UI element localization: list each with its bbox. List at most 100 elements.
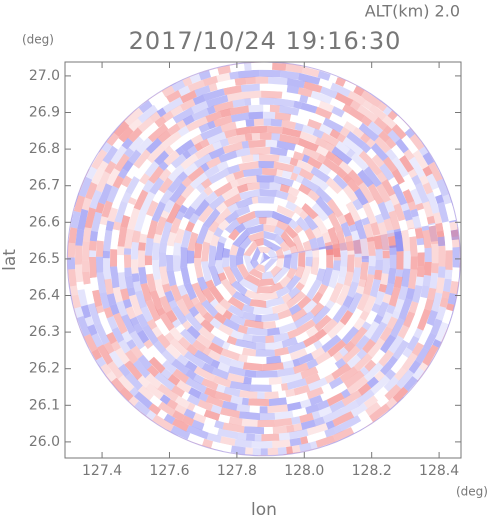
radar-cell [151, 201, 166, 223]
radar-cell [431, 263, 439, 274]
radar-cell [171, 418, 190, 432]
radar-cell [245, 119, 255, 127]
radar-cell [159, 252, 167, 267]
radar-cell [301, 202, 319, 220]
radar-cell [355, 389, 375, 407]
radar-cell [197, 399, 213, 412]
radar-cell [159, 394, 171, 405]
radar-cell [170, 153, 187, 169]
radar-cell [444, 237, 453, 251]
radar-cell [214, 241, 225, 261]
radar-cell [251, 132, 260, 141]
radar-cell [182, 149, 192, 160]
radar-cell [170, 425, 191, 440]
radar-cell [289, 157, 299, 167]
radar-cell [313, 340, 323, 350]
radar-cell [85, 182, 98, 200]
radar-cell [424, 261, 432, 276]
radar-cell [301, 154, 310, 163]
radar-field [66, 62, 461, 457]
radar-cell [353, 353, 373, 372]
radar-cell [145, 137, 163, 154]
radar-cell [226, 164, 241, 175]
radar-cell [403, 376, 418, 392]
radar-cell [244, 133, 253, 141]
radar-cell [373, 314, 384, 325]
radar-cell [298, 72, 321, 85]
radar-cell [206, 131, 227, 145]
radar-cell [342, 173, 353, 184]
radar-cell [91, 166, 105, 185]
radar-cell [272, 302, 290, 315]
radar-cell [220, 121, 237, 133]
radar-cell [326, 302, 342, 320]
radar-cell [112, 138, 124, 150]
radar-cell [250, 246, 261, 263]
radar-cell [358, 122, 380, 142]
radar-cell [186, 343, 199, 356]
radar-cell [81, 260, 90, 273]
radar-cell [140, 214, 153, 235]
radar-cell [205, 395, 224, 408]
radar-cell [358, 279, 367, 288]
radar-cell [331, 363, 352, 380]
radar-cell [264, 427, 274, 435]
radar-cell [369, 199, 382, 216]
radar-cell [244, 98, 252, 106]
radar-cell [394, 367, 408, 381]
radar-cell [303, 299, 318, 314]
radar-cell [91, 149, 108, 170]
radar-cell [265, 341, 284, 351]
radar-cell [260, 448, 268, 456]
radar-cell [281, 119, 297, 130]
radar-cell [125, 349, 139, 365]
radar-cell [130, 259, 139, 274]
radar-cell [304, 343, 317, 355]
x-tick-label: 128.0 [284, 463, 324, 479]
radar-cell [394, 231, 402, 234]
radar-cell [148, 356, 166, 374]
radar-cell [363, 274, 375, 296]
radar-cell [107, 361, 124, 380]
radar-cell [188, 212, 200, 225]
radar-cell [310, 174, 330, 191]
radar-cell [380, 361, 394, 376]
radar-cell [390, 317, 405, 338]
radar-cell [216, 384, 226, 394]
radar-cell [314, 328, 328, 341]
radar-cell [288, 218, 299, 230]
radar-cell [417, 323, 434, 346]
radar-cell [157, 383, 179, 402]
radar-cell [240, 90, 262, 100]
radar-cell [83, 333, 98, 353]
radar-cell [183, 351, 206, 369]
radar-cell [245, 76, 256, 85]
radar-cell [180, 328, 197, 345]
radar-cell [227, 365, 246, 377]
radar-cell [238, 278, 258, 294]
radar-cell [214, 207, 232, 225]
radar-cell [452, 247, 460, 268]
radar-cell [276, 219, 289, 231]
radar-cell [286, 267, 298, 280]
radar-cell [321, 383, 333, 394]
radar-cell [291, 212, 301, 222]
radar-cell [320, 86, 338, 99]
radar-cell [223, 386, 241, 397]
radar-cell [340, 221, 352, 237]
radar-cell [200, 319, 215, 333]
radar-cell [286, 85, 300, 94]
y-tick-label: 26.0 [29, 434, 60, 450]
radar-cell [350, 326, 368, 346]
radar-cell [285, 63, 304, 74]
radar-cell [91, 211, 102, 232]
radar-cell [137, 375, 151, 389]
radar-cell [187, 263, 198, 285]
radar-cell [172, 255, 181, 272]
radar-cell [106, 185, 119, 203]
radar-cell [119, 386, 134, 402]
radar-cell [133, 189, 149, 211]
radar-cell [299, 209, 309, 220]
radar-cell [128, 118, 143, 132]
radar-cell [273, 196, 288, 208]
